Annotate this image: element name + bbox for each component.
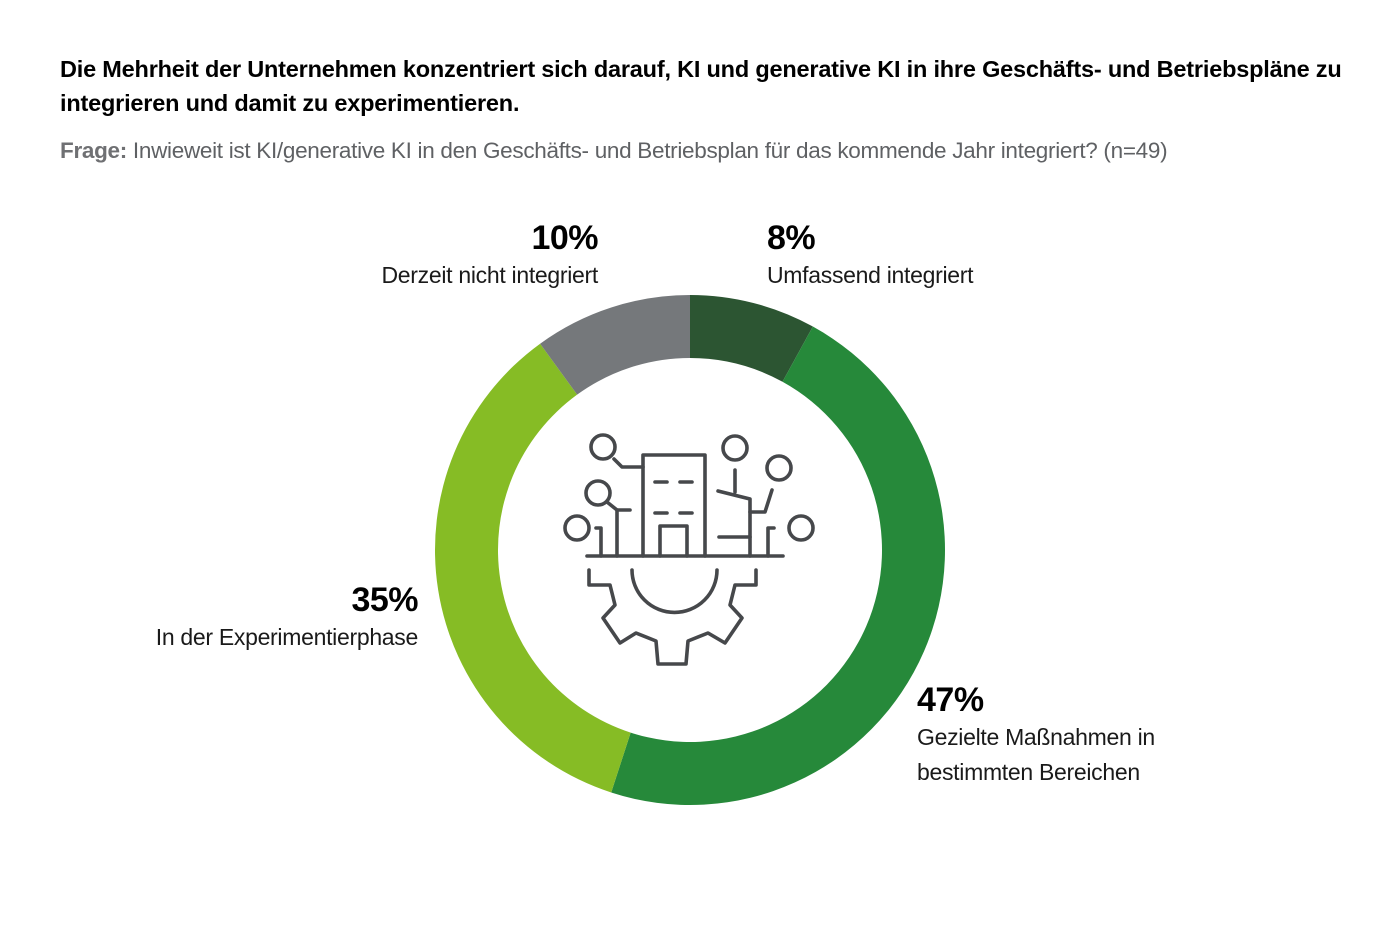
pct-nicht-integriert: 10%: [531, 219, 598, 257]
desc-nicht-integriert: Derzeit nicht integriert: [381, 262, 599, 288]
question-text: Inwieweit ist KI/generative KI in den Ge…: [126, 138, 1168, 163]
label-gezielte-massnahmen: 47% Gezielte Maßnahmen in bestimmten Ber…: [917, 680, 1237, 790]
donut-segment-4: [540, 295, 690, 395]
chart-title: Die Mehrheit der Unternehmen konzentrier…: [60, 56, 1342, 116]
pct-umfassend-integriert: 8%: [767, 219, 816, 257]
chart-question: Frage: Inwieweit ist KI/generative KI in…: [60, 138, 1168, 164]
building-gear-network-icon: [563, 433, 815, 666]
desc-umfassend-integriert: Umfassend integriert: [767, 262, 974, 288]
desc-gezielte-massnahmen-line1: Gezielte Maßnahmen in: [917, 724, 1155, 750]
label-nicht-integriert: 10% Derzeit nicht integriert: [300, 218, 599, 293]
desc-gezielte-massnahmen-line2: bestimmten Bereichen: [917, 759, 1140, 785]
pct-experimentierphase: 35%: [351, 581, 418, 619]
donut-segment-2: [611, 326, 946, 805]
donut-segment-3: [434, 343, 631, 793]
question-prefix: Frage:: [60, 138, 127, 163]
donut-segment-1: [690, 295, 813, 382]
desc-experimentierphase: In der Experimentierphase: [155, 624, 419, 650]
label-umfassend-integriert: 8% Umfassend integriert: [767, 218, 1067, 293]
pct-gezielte-massnahmen: 47%: [917, 681, 984, 719]
label-experimentierphase: 35% In der Experimentierphase: [80, 580, 419, 655]
donut-segments: [434, 295, 946, 805]
